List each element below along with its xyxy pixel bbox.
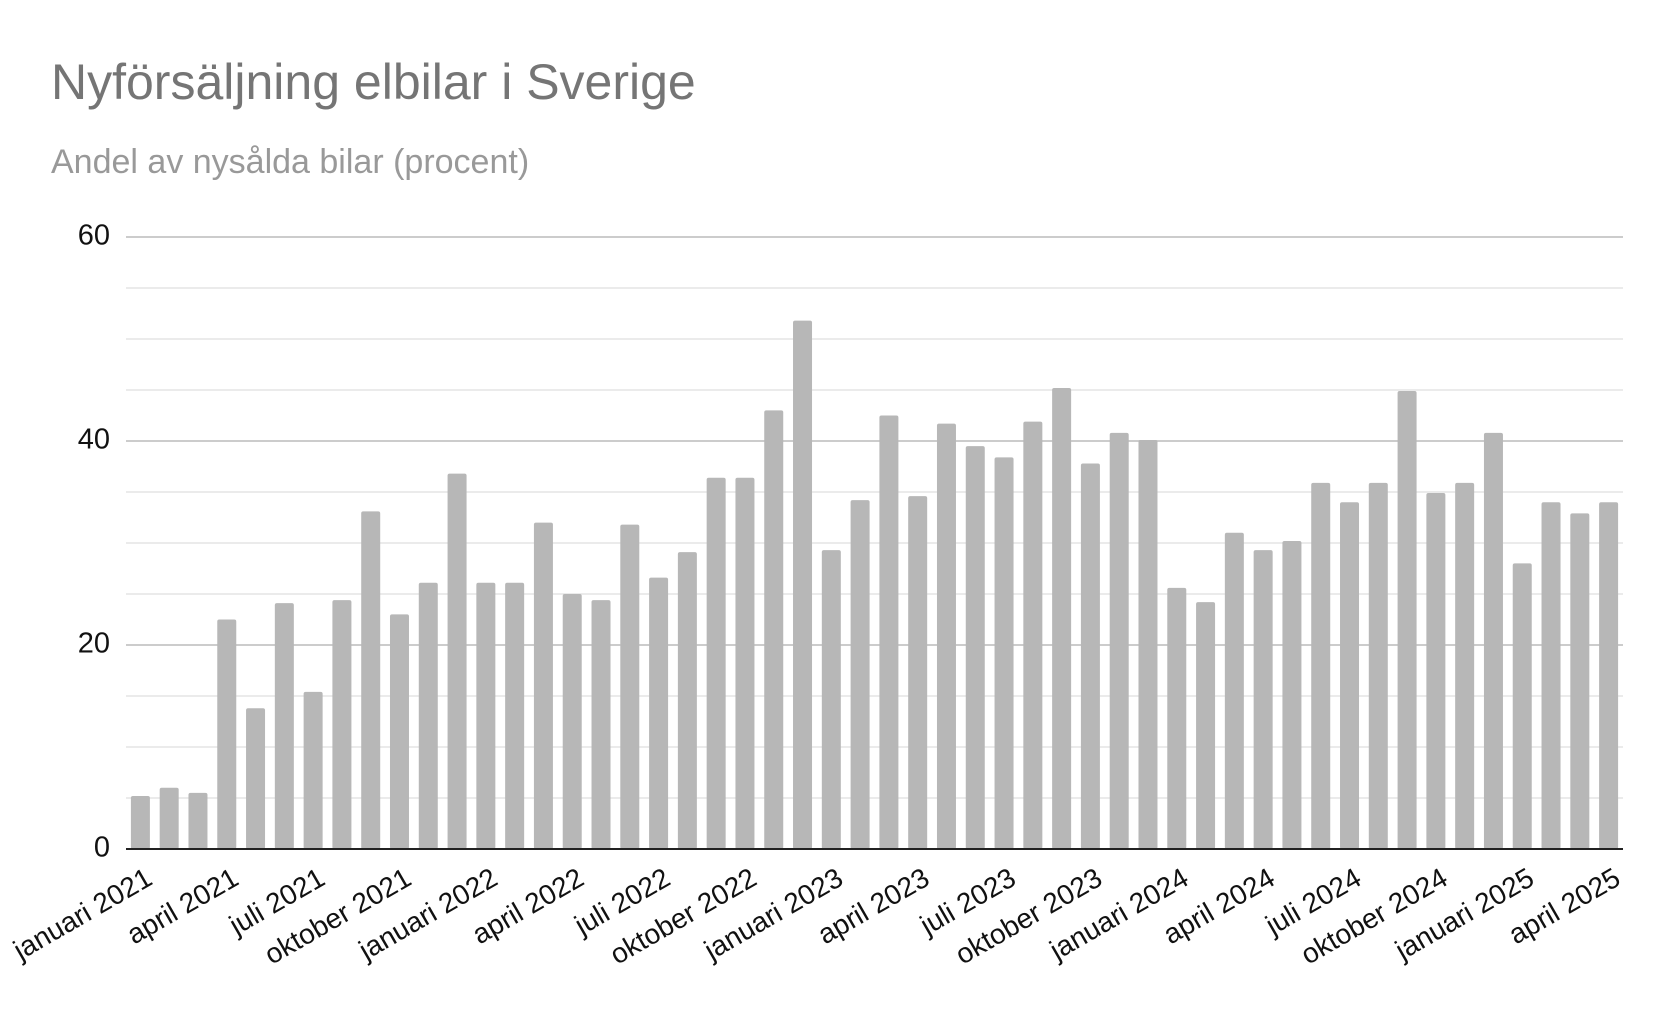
bar (1340, 502, 1360, 849)
bar (1138, 439, 1158, 849)
y-tick-label: 20 (78, 628, 110, 660)
bar (677, 552, 697, 849)
y-tick-label: 60 (78, 220, 110, 252)
bar (1052, 387, 1072, 849)
bar (332, 600, 352, 849)
bar (217, 619, 237, 849)
bar (1570, 513, 1590, 849)
bar (476, 582, 496, 849)
bar (1368, 482, 1388, 849)
bar (994, 457, 1014, 849)
bar (1311, 482, 1331, 849)
bar (649, 577, 669, 849)
bar (1196, 602, 1216, 849)
bar (1397, 391, 1417, 849)
bar (418, 582, 438, 849)
bar (936, 423, 956, 849)
bar (130, 795, 150, 849)
bar (1224, 532, 1244, 849)
bar (1483, 432, 1503, 849)
chart-subtitle: Andel av nysålda bilar (procent) (51, 143, 529, 181)
bar (1109, 432, 1129, 849)
bar (447, 473, 467, 849)
bar (764, 410, 784, 849)
bar (188, 792, 208, 849)
bar (1253, 550, 1273, 849)
bar (1080, 463, 1100, 849)
bar (706, 477, 726, 849)
bar (1599, 502, 1619, 849)
bar (850, 500, 870, 849)
bar (274, 603, 294, 849)
bar (793, 320, 813, 849)
bar (1426, 493, 1446, 849)
bar (361, 511, 381, 849)
bar (1023, 421, 1043, 849)
bar (735, 477, 755, 849)
bar (821, 550, 841, 849)
bar (1512, 563, 1532, 849)
bar (1167, 587, 1187, 849)
bar (303, 691, 323, 849)
bar (620, 524, 640, 849)
bar (965, 446, 985, 849)
bar (908, 496, 928, 849)
bar (533, 522, 553, 849)
bar (1282, 540, 1302, 849)
bar (159, 787, 179, 849)
bar (1455, 482, 1475, 849)
bar (246, 708, 266, 849)
bar (879, 415, 899, 849)
bar (591, 600, 611, 849)
chart-title: Nyförsäljning elbilar i Sverige (51, 54, 696, 110)
bar (1541, 502, 1561, 849)
y-tick-label: 40 (78, 424, 110, 456)
bar (505, 582, 525, 849)
bar (389, 614, 409, 849)
bar (562, 594, 582, 849)
y-tick-label: 0 (94, 832, 110, 864)
